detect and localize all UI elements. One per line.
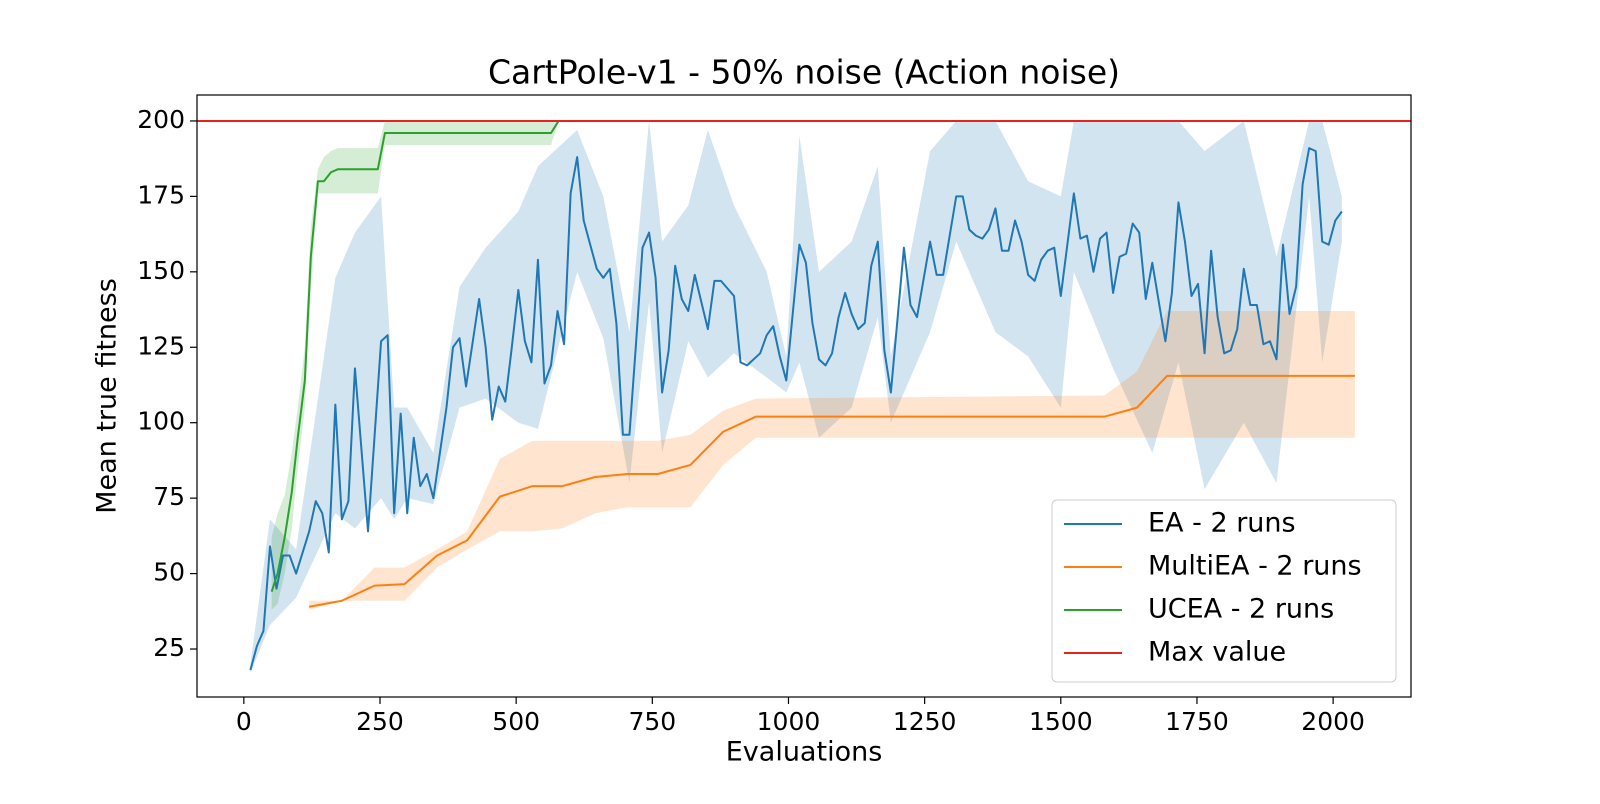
y-tick-label: 50 — [153, 558, 185, 587]
chart-title: CartPole-v1 - 50% noise (Action noise) — [488, 53, 1120, 92]
confidence-band — [250, 120, 1342, 674]
legend-box — [1051, 499, 1397, 683]
x-tick-label: 750 — [628, 707, 676, 736]
x-tick-label: 250 — [356, 707, 404, 736]
series-line — [270, 120, 560, 593]
x-tick-label: 500 — [492, 707, 540, 736]
y-tick-label: 100 — [137, 407, 185, 436]
x-tick-label: 1750 — [1165, 707, 1229, 736]
y-tick-label: 25 — [153, 633, 185, 662]
y-tick-label: 200 — [137, 105, 185, 134]
y-tick-label: 175 — [137, 180, 185, 209]
x-tick-label: 1000 — [757, 707, 821, 736]
legend-label: Max value — [1148, 637, 1286, 668]
x-tick-label: 2000 — [1301, 707, 1365, 736]
x-axis-label: Evaluations — [726, 737, 883, 768]
plot-area — [197, 119, 1411, 674]
y-axis-label: Mean true fitness — [92, 278, 123, 514]
x-tick-label: 0 — [236, 707, 252, 736]
legend-label: UCEA - 2 runs — [1148, 594, 1334, 625]
series-line — [309, 374, 1355, 608]
y-tick-label: 125 — [137, 331, 185, 360]
legend-label: EA - 2 runs — [1148, 508, 1296, 539]
y-tick-label: 75 — [153, 482, 185, 511]
confidence-band — [309, 311, 1355, 610]
plot-frame — [196, 94, 1412, 698]
x-tick-label: 1250 — [893, 707, 957, 736]
series-line — [249, 147, 1343, 671]
y-tick-label: 150 — [137, 256, 185, 285]
legend-label: MultiEA - 2 runs — [1148, 551, 1362, 582]
x-tick-label: 1500 — [1029, 707, 1093, 736]
